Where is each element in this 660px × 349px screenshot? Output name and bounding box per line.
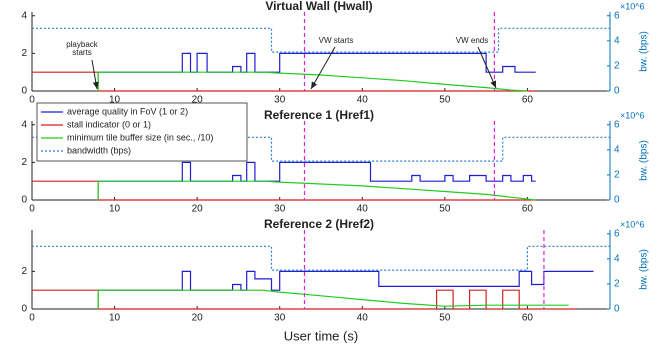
series-line [98, 270, 594, 291]
series-line [32, 180, 536, 201]
y2-exponent: ×10^6 [620, 219, 645, 229]
annotation: starts [72, 48, 92, 57]
y-tick-label: 4 [21, 119, 27, 130]
y2-tick-label: 4 [614, 253, 620, 264]
legend-label: average quality in FoV (1 or 2) [67, 106, 188, 116]
legend-box [36, 102, 248, 162]
series-line [97, 180, 536, 201]
series-line [97, 289, 569, 309]
y-tick-label: 2 [21, 157, 27, 168]
x-tick-label: 10 [109, 95, 121, 106]
series-line [32, 245, 610, 271]
y2-tick-label: 0 [614, 195, 620, 206]
annotation-arrow [477, 46, 497, 89]
x-tick-label: 10 [109, 313, 121, 324]
x-axis-label: User time (s) [284, 328, 358, 343]
legend: average quality in FoV (1 or 2) stall ind… [36, 102, 248, 162]
y2-axis-label: bw. (bps) [639, 249, 650, 290]
x-tick-label: 60 [522, 204, 534, 215]
y2-tick-label: 2 [614, 279, 620, 290]
x-tick-label: 40 [357, 95, 369, 106]
y-tick-label: 0 [21, 195, 27, 206]
y2-axis-label: bw. (bps) [639, 31, 650, 72]
y-tick-label: 2 [21, 266, 27, 277]
x-tick-label: 30 [274, 313, 286, 324]
series-line [98, 52, 536, 73]
y-tick-label: 0 [21, 86, 27, 97]
series-line [32, 136, 610, 162]
annotation: playback [66, 40, 99, 49]
x-tick-label: 30 [274, 204, 286, 215]
series-line [32, 27, 610, 53]
series-line [97, 71, 528, 92]
x-tick-label: 0 [29, 204, 35, 215]
x-tick-label: 50 [439, 95, 451, 106]
y-tick-label: 2 [21, 48, 27, 59]
annotation-arrow [91, 59, 99, 90]
legend-label: bandwidth (bps) [67, 145, 131, 155]
legend-label: minimum tile buffer size (in sec., /10) [67, 132, 213, 142]
annotation: VW starts [319, 36, 354, 45]
y2-tick-label: 6 [614, 119, 620, 130]
x-tick-label: 20 [192, 204, 204, 215]
annotation: VW ends [456, 36, 488, 45]
y2-tick-label: 2 [614, 61, 620, 72]
y2-tick-label: 2 [614, 170, 620, 181]
x-tick-label: 0 [29, 313, 35, 324]
y2-tick-label: 0 [614, 304, 620, 315]
x-tick-label: 60 [522, 313, 534, 324]
x-tick-label: 0 [29, 95, 35, 106]
y2-tick-label: 6 [614, 10, 620, 21]
x-tick-label: 40 [357, 204, 369, 215]
y2-tick-label: 0 [614, 86, 620, 97]
x-tick-label: 50 [439, 204, 451, 215]
series-line [32, 289, 577, 310]
y2-tick-label: 4 [614, 35, 620, 46]
y2-exponent: ×10^6 [620, 1, 645, 11]
y-tick-label: 0 [21, 304, 27, 315]
chart-title: Reference 2 (Href2) [264, 217, 374, 231]
legend-label: stall indicator (0 or 1) [67, 119, 151, 129]
y2-exponent: ×10^6 [620, 110, 645, 120]
x-tick-label: 10 [109, 204, 121, 215]
x-tick-label: 20 [192, 95, 204, 106]
chart-title: Reference 1 (Href1) [264, 108, 374, 122]
x-tick-label: 30 [274, 95, 286, 106]
x-tick-label: 20 [192, 313, 204, 324]
y2-tick-label: 6 [614, 228, 620, 239]
y2-tick-label: 4 [614, 144, 620, 155]
y-tick-label: 4 [21, 10, 27, 21]
annotation-arrow [310, 46, 336, 90]
series-line [32, 71, 536, 92]
x-tick-label: 60 [522, 95, 534, 106]
y2-axis-label: bw. (bps) [639, 140, 650, 181]
chart-title: Virtual Wall (Hwall) [265, 0, 372, 13]
x-tick-label: 50 [439, 313, 451, 324]
x-tick-label: 40 [357, 313, 369, 324]
series-line [98, 161, 536, 182]
